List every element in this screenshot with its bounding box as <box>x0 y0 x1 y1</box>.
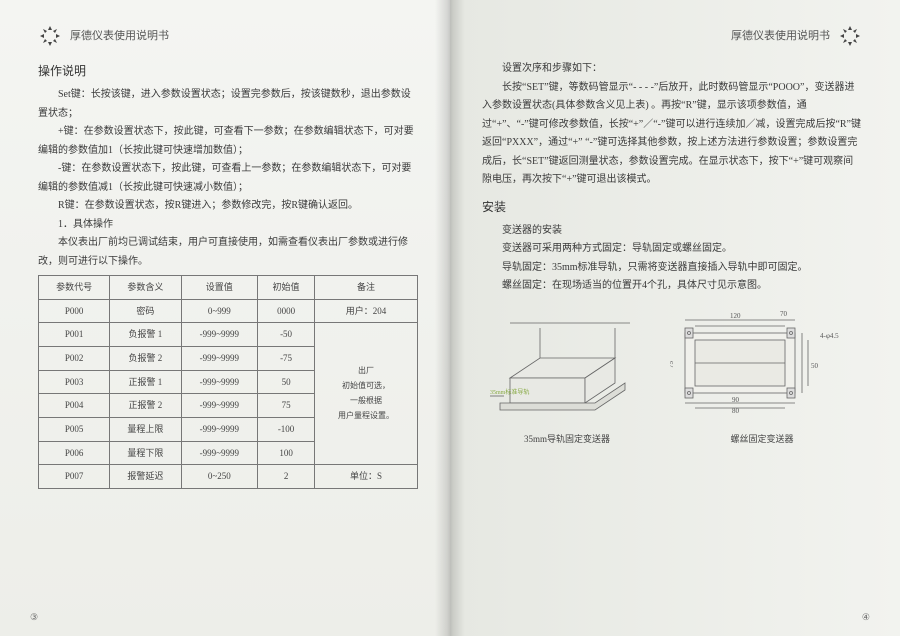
page-number: ③ <box>30 609 38 626</box>
col-header: 备注 <box>315 276 418 300</box>
section-heading-install: 安装 <box>482 196 862 218</box>
table-cell: 0000 <box>258 299 315 323</box>
table-cell: 0~250 <box>181 465 258 489</box>
body-paragraph: 螺丝固定：在现场适当的位置开4个孔，具体尺寸见示意图。 <box>482 277 862 296</box>
table-cell: 正报警 2 <box>110 394 181 418</box>
body-paragraph: 本仪表出厂前均已调试结束，用户可直接使用，如需查看仪表出厂参数或进行修改，则可进… <box>38 234 418 271</box>
dim-label: 80 <box>732 407 740 415</box>
body-paragraph: R键：在参数设置状态，按R键进入；参数修改完，按R键确认返回。 <box>38 197 418 216</box>
dim-label: 90 <box>732 396 740 404</box>
page-number: ④ <box>862 609 870 626</box>
dim-label: 75 <box>670 360 675 368</box>
table-cell: 量程上限 <box>110 418 181 442</box>
table-cell: -50 <box>258 323 315 347</box>
table-row: P007报警延迟0~2502单位：S <box>39 465 418 489</box>
diagram-caption: 螺丝固定变送器 <box>670 431 855 448</box>
subsection-heading: 变送器的安装 <box>482 222 862 241</box>
body-paragraph: 设置次序和步骤如下： <box>482 60 862 79</box>
header-title: 厚德仪表使用说明书 <box>70 26 169 46</box>
diagram-screw-mount: 120 70 50 75 4-φ4.5 90 80 螺丝固定变送器 <box>670 308 855 448</box>
table-cell: 50 <box>258 370 315 394</box>
dim-label: 70 <box>780 310 788 318</box>
col-header: 参数含义 <box>110 276 181 300</box>
diagram-caption: 35mm导轨固定变送器 <box>490 431 645 448</box>
table-cell: -999~9999 <box>181 394 258 418</box>
brand-logo-icon <box>38 24 62 48</box>
table-cell: -999~9999 <box>181 441 258 465</box>
table-cell: P002 <box>39 347 110 371</box>
table-cell: 100 <box>258 441 315 465</box>
table-cell: P004 <box>39 394 110 418</box>
dim-label: 4-φ4.5 <box>820 332 839 340</box>
diagram-rail-mount: 35mm标准导轨 35mm导轨固定变送器 <box>490 308 645 448</box>
table-cell: -999~9999 <box>181 347 258 371</box>
screw-mount-svg: 120 70 50 75 4-φ4.5 90 80 <box>670 308 855 418</box>
table-cell: P001 <box>39 323 110 347</box>
page-header-right: 厚德仪表使用说明书 <box>482 24 862 48</box>
table-cell: -999~9999 <box>181 418 258 442</box>
table-cell: P000 <box>39 299 110 323</box>
table-cell: 密码 <box>110 299 181 323</box>
body-paragraph: +键：在参数设置状态下，按此键，可查看下一参数；在参数编辑状态下，可对要编辑的参… <box>38 123 418 160</box>
rail-mount-svg: 35mm标准导轨 <box>490 308 645 418</box>
table-cell: -999~9999 <box>181 370 258 394</box>
table-cell: 负报警 1 <box>110 323 181 347</box>
table-cell: 0~999 <box>181 299 258 323</box>
body-paragraph: 1．具体操作 <box>38 216 418 235</box>
dim-label: 120 <box>730 312 741 320</box>
table-cell: 用户：204 <box>315 299 418 323</box>
table-row: P000密码0~9990000用户：204 <box>39 299 418 323</box>
installation-diagrams: 35mm标准导轨 35mm导轨固定变送器 <box>482 308 862 448</box>
table-cell: 负报警 2 <box>110 347 181 371</box>
body-paragraph: 变送器可采用两种方式固定：导轨固定或螺丝固定。 <box>482 240 862 259</box>
table-header-row: 参数代号 参数含义 设置值 初始值 备注 <box>39 276 418 300</box>
table-cell: -999~9999 <box>181 323 258 347</box>
table-row: P001负报警 1-999~9999-50出厂 初始值可选， 一般根据 用户量程… <box>39 323 418 347</box>
parameter-table: 参数代号 参数含义 设置值 初始值 备注 P000密码0~9990000用户：2… <box>38 275 418 489</box>
right-page: 厚德仪表使用说明书 设置次序和步骤如下： 长按“SET”键，等数码管显示“- -… <box>450 0 900 636</box>
table-cell: P007 <box>39 465 110 489</box>
body-paragraph: Set键：长按该键，进入参数设置状态；设置完参数后，按该键数秒，退出参数设置状态… <box>38 86 418 123</box>
body-paragraph: 导轨固定：35mm标准导轨，只需将变送器直接插入导轨中即可固定。 <box>482 259 862 278</box>
dim-rail-label: 35mm标准导轨 <box>490 388 529 396</box>
table-cell: 正报警 1 <box>110 370 181 394</box>
table-cell: P005 <box>39 418 110 442</box>
section-heading-operation: 操作说明 <box>38 60 418 82</box>
table-cell: 单位：S <box>315 465 418 489</box>
body-paragraph: 长按“SET”键，等数码管显示“- - - -”后放开，此时数码管显示“POOO… <box>482 79 862 190</box>
table-cell: P006 <box>39 441 110 465</box>
table-cell: P003 <box>39 370 110 394</box>
col-header: 设置值 <box>181 276 258 300</box>
table-cell: -75 <box>258 347 315 371</box>
dim-label: 50 <box>811 362 819 370</box>
body-paragraph: -键：在参数设置状态下，按此键，可查看上一参数；在参数编辑状态下，可对要编辑的参… <box>38 160 418 197</box>
page-header-left: 厚德仪表使用说明书 <box>38 24 418 48</box>
left-page: 厚德仪表使用说明书 操作说明 Set键：长按该键，进入参数设置状态；设置完参数后… <box>0 0 450 636</box>
table-cell: 量程下限 <box>110 441 181 465</box>
brand-logo-icon <box>838 24 862 48</box>
table-cell: -100 <box>258 418 315 442</box>
table-merge-note: 出厂 初始值可选， 一般根据 用户量程设置。 <box>315 323 418 465</box>
col-header: 参数代号 <box>39 276 110 300</box>
table-cell: 75 <box>258 394 315 418</box>
col-header: 初始值 <box>258 276 315 300</box>
header-title: 厚德仪表使用说明书 <box>731 26 830 46</box>
table-cell: 2 <box>258 465 315 489</box>
table-cell: 报警延迟 <box>110 465 181 489</box>
